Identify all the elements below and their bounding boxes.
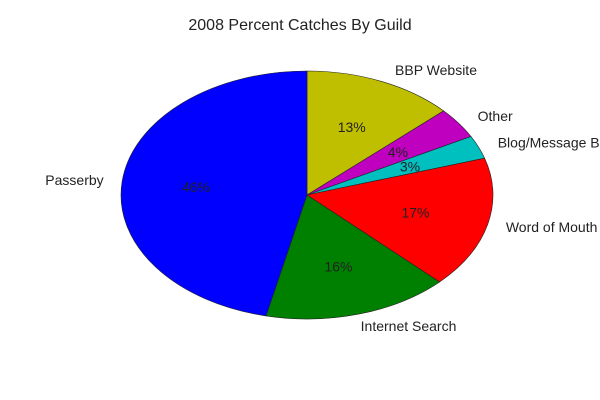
pct-label: 46% xyxy=(182,179,210,195)
pct-label: 3% xyxy=(400,158,420,174)
pct-label: 13% xyxy=(338,119,366,135)
pct-label: 4% xyxy=(388,144,408,160)
pie-slice-internet-search xyxy=(265,194,441,320)
pct-label: 17% xyxy=(401,205,429,221)
slice-label: Blog/Message B xyxy=(498,134,600,150)
pie-slice-word-of-mouth xyxy=(306,157,494,283)
pie-slice-bbp-website xyxy=(306,70,445,196)
slice-label: BBP Website xyxy=(395,62,477,78)
slice-label: Passerby xyxy=(45,172,103,188)
slice-label: Other xyxy=(478,108,513,124)
slice-label: Internet Search xyxy=(361,318,457,334)
pie-slice-passerby xyxy=(120,70,308,317)
chart-title: 2008 Percent Catches By Guild xyxy=(188,17,412,34)
pct-label: 16% xyxy=(324,258,352,274)
slice-label: Word of Mouth xyxy=(506,219,598,235)
